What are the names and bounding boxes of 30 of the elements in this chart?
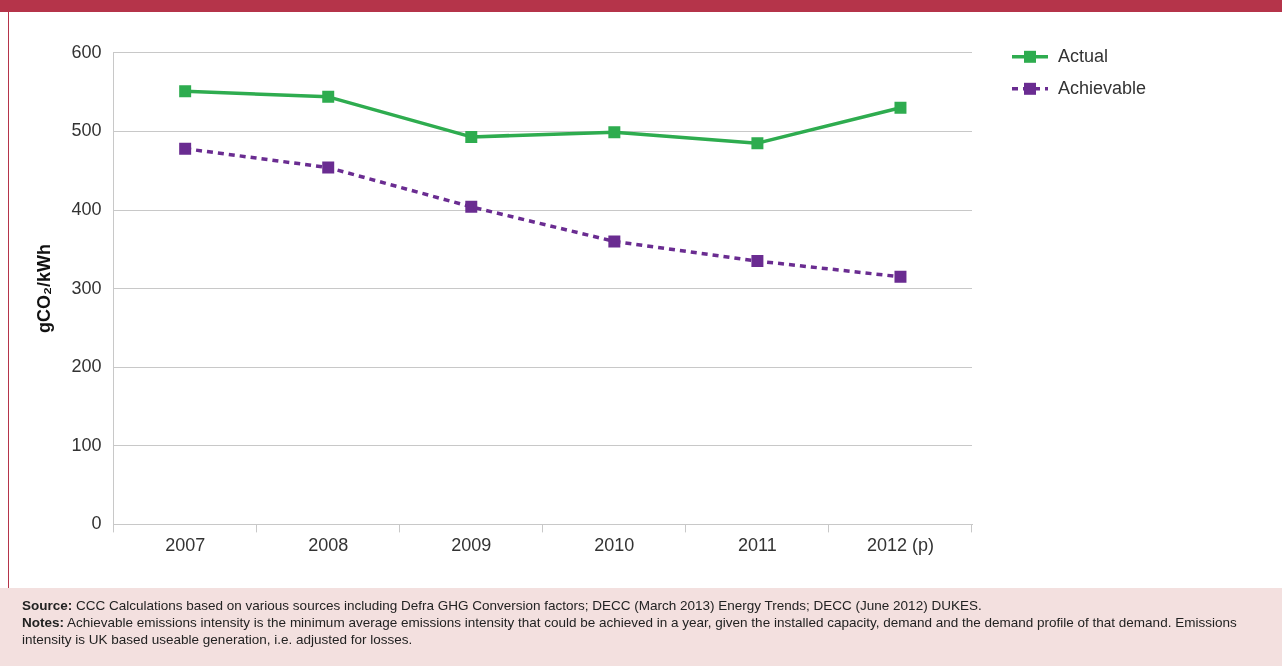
point <box>751 255 764 268</box>
y-tick-label: 400 <box>71 198 102 219</box>
point <box>894 270 907 283</box>
point <box>179 142 192 155</box>
y-tick-label: 300 <box>71 277 102 298</box>
point <box>322 90 335 103</box>
x-tick-label: 2008 <box>308 535 349 556</box>
y-tick-label: 500 <box>71 120 102 141</box>
y-axis-title: gCO₂/kWh <box>33 244 54 334</box>
text: Notes: Achievable emissions intensity is the minimum average emissions intensity that could be achieved in a year, given the installed capacity, demand and the demand profile of that demand. Emissions intensity is UK based useable generation, i.e. adjusted for losses. <box>22 614 1238 648</box>
point <box>608 126 621 139</box>
y-tick-label: 0 <box>91 513 102 534</box>
point <box>179 85 192 98</box>
x-tick-label: 2007 <box>165 535 206 556</box>
point <box>465 200 478 213</box>
x-tick-label: 2011 <box>738 535 777 556</box>
y-tick-label: 100 <box>71 434 102 455</box>
x-tick-label: 2009 <box>451 535 492 556</box>
point <box>608 235 621 248</box>
x-tick-label: 2012 (p) <box>866 535 934 556</box>
point <box>894 101 907 114</box>
point <box>322 161 335 174</box>
y-tick-label: 600 <box>71 41 102 62</box>
point <box>465 130 478 143</box>
legend-label: Achievable <box>1058 77 1147 98</box>
x-tick-label: 2010 <box>594 535 635 556</box>
y-tick-label: 200 <box>71 356 102 377</box>
source-note: Source: CCC Calculations based on various sources including Defra GHG Conversion factors; DECC (March 2013) Energy Trends; DECC (June 2012) DUKES. <box>22 597 983 614</box>
point <box>751 137 764 150</box>
legend-label: Actual <box>1058 45 1109 66</box>
